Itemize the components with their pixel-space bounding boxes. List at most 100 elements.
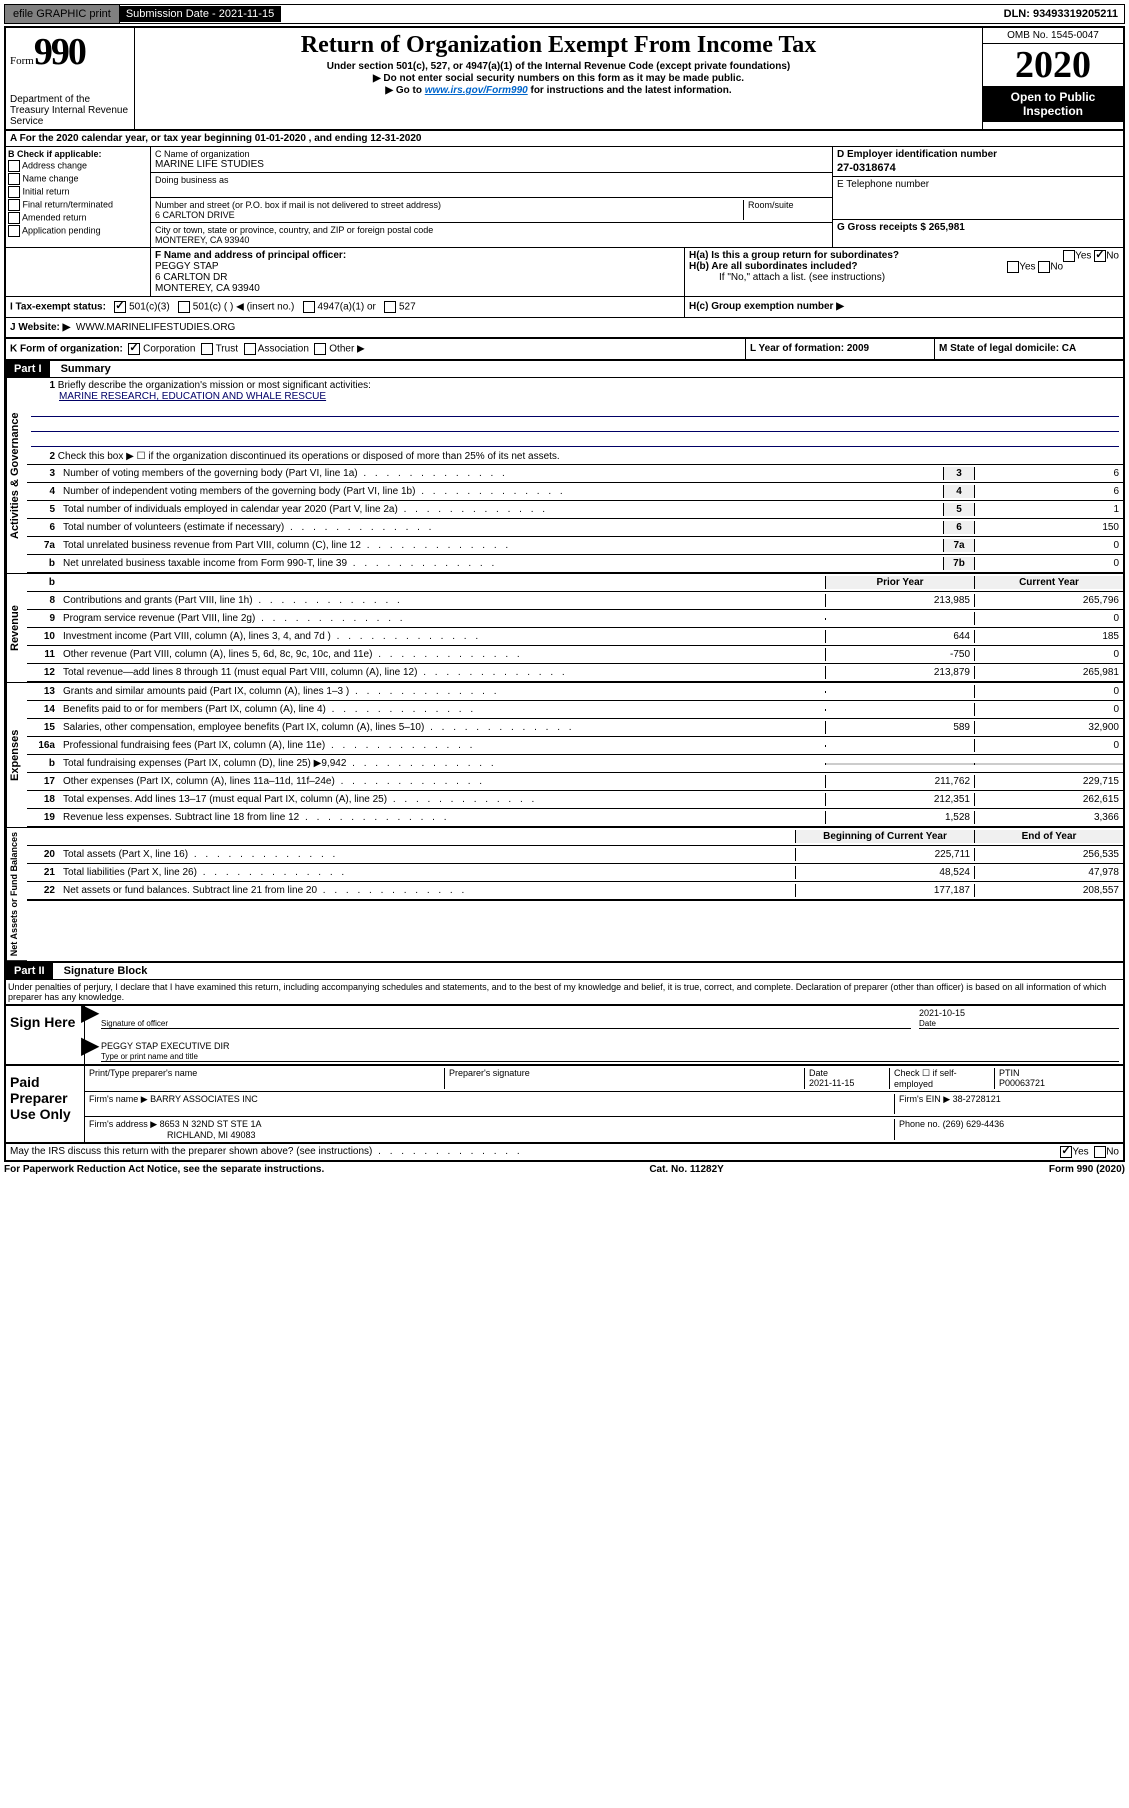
table-row: 3Number of voting members of the governi… [27, 465, 1123, 483]
discuss-label: May the IRS discuss this return with the… [10, 1146, 523, 1158]
form-header: Form990 Department of the Treasury Inter… [4, 26, 1125, 131]
g-label: G Gross receipts $ 265,981 [837, 222, 965, 233]
hc-label: H(c) Group exemption number ▶ [689, 301, 844, 312]
net-assets-section: Net Assets or Fund Balances Beginning of… [4, 828, 1125, 963]
prep-date: 2021-11-15 [809, 1078, 854, 1088]
i-label: I Tax-exempt status: [10, 302, 106, 313]
dln-label: DLN: 93493319205211 [998, 6, 1124, 22]
warn-ssn: ▶ Do not enter social security numbers o… [139, 73, 978, 84]
k-assoc-check[interactable] [244, 343, 256, 355]
side-label-exp: Expenses [6, 683, 27, 828]
table-row: bTotal fundraising expenses (Part IX, co… [27, 755, 1123, 773]
table-row: 14Benefits paid to or for members (Part … [27, 701, 1123, 719]
table-row: 20Total assets (Part X, line 16)225,7112… [27, 846, 1123, 864]
c-dba-label: Doing business as [155, 175, 229, 185]
firm-ein-label: Firm's EIN ▶ [899, 1094, 950, 1104]
form-number: 990 [34, 31, 85, 73]
form-title: Return of Organization Exempt From Incom… [139, 32, 978, 59]
table-row: 8Contributions and grants (Part VIII, li… [27, 592, 1123, 610]
opt-final-return[interactable]: Final return/terminated [8, 199, 148, 211]
sign-here-section: Sign Here ▶ Signature of officer 2021-10… [4, 1004, 1125, 1066]
expenses-section: Expenses 13Grants and similar amounts pa… [4, 683, 1125, 828]
blocks-f-h: F Name and address of principal officer:… [4, 248, 1125, 297]
c-city: MONTEREY, CA 93940 [155, 235, 249, 245]
discuss-no[interactable] [1094, 1146, 1106, 1158]
j-label: J Website: ▶ [10, 322, 70, 333]
public-inspection: Open to Public Inspection [983, 86, 1123, 122]
opt-app-pending[interactable]: Application pending [8, 225, 148, 237]
i-501c3-check[interactable] [114, 301, 126, 313]
part2-title: Signature Block [56, 965, 148, 977]
e-label: E Telephone number [837, 179, 929, 190]
omb-number: OMB No. 1545-0047 [983, 28, 1123, 44]
sig-date: 2021-10-15 [919, 1008, 965, 1018]
opt-amended[interactable]: Amended return [8, 212, 148, 224]
table-row: 13Grants and similar amounts paid (Part … [27, 683, 1123, 701]
d-label: D Employer identification number [837, 149, 997, 160]
revenue-section: Revenue b Prior Year Current Year 8Contr… [4, 574, 1125, 683]
k-label: K Form of organization: [10, 344, 123, 355]
c-name-label: C Name of organization [155, 149, 250, 159]
penalties-text: Under penalties of perjury, I declare th… [4, 980, 1125, 1004]
line2-text: Check this box ▶ ☐ if the organization d… [58, 451, 560, 462]
table-row: 12Total revenue—add lines 8 through 11 (… [27, 664, 1123, 683]
activities-governance-section: Activities & Governance 1 Briefly descri… [4, 378, 1125, 574]
line1-value: MARINE RESEARCH, EDUCATION AND WHALE RES… [31, 391, 326, 402]
prep-print-label: Print/Type preparer's name [89, 1068, 197, 1078]
table-row: 15Salaries, other compensation, employee… [27, 719, 1123, 737]
side-label-rev: Revenue [6, 574, 27, 683]
c-name: MARINE LIFE STUDIES [155, 159, 264, 170]
footer-right: Form 990 (2020) [1049, 1164, 1125, 1175]
side-label-gov: Activities & Governance [6, 378, 27, 574]
table-row: 18Total expenses. Add lines 13–17 (must … [27, 791, 1123, 809]
side-label-net: Net Assets or Fund Balances [6, 828, 27, 961]
opt-initial-return[interactable]: Initial return [8, 186, 148, 198]
preparer-label: Paid Preparer Use Only [6, 1066, 85, 1142]
section-a: A For the 2020 calendar year, or tax yea… [4, 131, 1125, 147]
irs-link[interactable]: www.irs.gov/Form990 [425, 85, 528, 96]
d-ein: 27-0318674 [837, 162, 1119, 174]
k-other-check[interactable] [314, 343, 326, 355]
prep-check-label: Check ☐ if self-employed [894, 1068, 957, 1089]
k-corp-check[interactable] [128, 343, 140, 355]
efile-print-button[interactable]: efile GRAPHIC print [5, 5, 120, 23]
firm-ein: 38-2728121 [953, 1094, 1001, 1104]
prep-date-label: Date [809, 1068, 828, 1078]
f-addr2: MONTEREY, CA 93940 [155, 283, 260, 294]
prep-sig-label: Preparer's signature [449, 1068, 530, 1078]
paid-preparer-section: Paid Preparer Use Only Print/Type prepar… [4, 1066, 1125, 1144]
opt-name-change[interactable]: Name change [8, 173, 148, 185]
i-501c-check[interactable] [178, 301, 190, 313]
part2-header: Part II [6, 963, 53, 979]
opt-address-change[interactable]: Address change [8, 160, 148, 172]
firm-name: BARRY ASSOCIATES INC [150, 1094, 258, 1104]
footer: For Paperwork Reduction Act Notice, see … [4, 1162, 1125, 1177]
begin-year-header: Beginning of Current Year [795, 830, 974, 843]
ha-row: H(a) Is this a group return for subordin… [689, 250, 1119, 261]
table-row: 5Total number of individuals employed in… [27, 501, 1123, 519]
blocks-b-to-g: B Check if applicable: Address change Na… [4, 147, 1125, 248]
table-row: 11Other revenue (Part VIII, column (A), … [27, 646, 1123, 664]
table-row: bNet unrelated business taxable income f… [27, 555, 1123, 574]
warn-link: ▶ Go to www.irs.gov/Form990 for instruct… [139, 85, 978, 96]
part1-title: Summary [53, 363, 111, 375]
table-row: 7aTotal unrelated business revenue from … [27, 537, 1123, 555]
discuss-yes[interactable] [1060, 1146, 1072, 1158]
j-website: WWW.MARINELIFESTUDIES.ORG [76, 322, 235, 333]
footer-center: Cat. No. 11282Y [649, 1164, 723, 1175]
k-trust-check[interactable] [201, 343, 213, 355]
firm-addr2: RICHLAND, MI 49083 [89, 1130, 256, 1140]
current-year-header: Current Year [974, 576, 1123, 589]
i-4947-check[interactable] [303, 301, 315, 313]
i-527-check[interactable] [384, 301, 396, 313]
f-addr1: 6 CARLTON DR [155, 272, 227, 283]
firm-name-label: Firm's name ▶ [89, 1094, 148, 1104]
sig-name-label: Type or print name and title [101, 1052, 198, 1061]
form-label: Form [10, 55, 34, 67]
part1-header: Part I [6, 361, 50, 377]
table-row: 16aProfessional fundraising fees (Part I… [27, 737, 1123, 755]
f-label: F Name and address of principal officer: [155, 250, 346, 261]
form-subtitle: Under section 501(c), 527, or 4947(a)(1)… [139, 61, 978, 72]
f-name: PEGGY STAP [155, 261, 219, 272]
firm-addr-label: Firm's address ▶ [89, 1119, 157, 1129]
